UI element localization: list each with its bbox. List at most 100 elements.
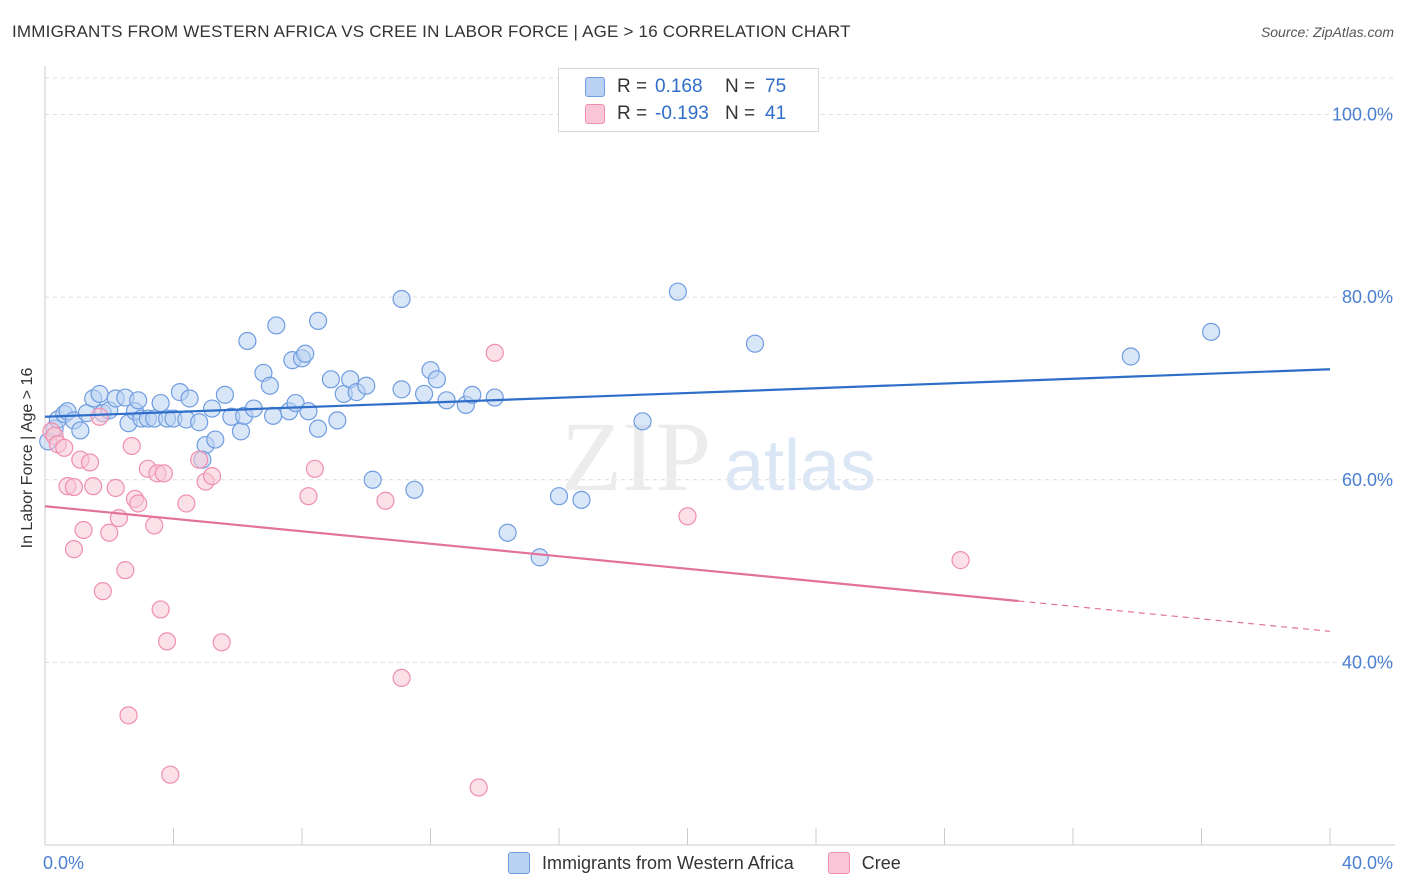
gridlines: [45, 77, 1395, 663]
trend-line-solid: [44, 368, 1331, 418]
data-point: [64, 477, 84, 497]
data-point: [129, 391, 148, 410]
legend-n-value: 75: [765, 76, 787, 97]
data-point: [84, 477, 103, 496]
data-point: [215, 385, 234, 404]
data-point: [363, 470, 382, 489]
stats-legend: R = 0.168 N = 75 R = -0.193 N = 41: [558, 68, 819, 132]
data-point: [74, 520, 93, 540]
data-point: [212, 633, 231, 652]
series-legend-label: Immigrants from Western Africa: [542, 852, 794, 873]
legend-row-cree: R = -0.193 N = 41: [585, 102, 786, 126]
data-point: [106, 478, 125, 498]
x-tick-labels: 0.0% 40.0%: [43, 853, 1393, 873]
watermark-atlas: atlas: [724, 426, 876, 506]
data-point: [80, 453, 100, 472]
data-point: [485, 343, 504, 362]
data-point: [90, 407, 109, 426]
data-point: [151, 393, 170, 413]
data-point: [206, 430, 225, 449]
x-tick-label-max: 40.0%: [1342, 853, 1393, 873]
data-point: [267, 316, 286, 335]
data-point: [308, 419, 328, 438]
legend-r-value: -0.193: [655, 103, 709, 124]
data-point: [116, 561, 135, 580]
data-point: [180, 389, 199, 408]
legend-n-value: 41: [765, 103, 787, 124]
legend-row-western-africa: R = 0.168 N = 75: [585, 75, 786, 99]
data-point: [161, 765, 180, 784]
data-point: [951, 551, 970, 570]
data-point: [357, 376, 376, 395]
data-point: [572, 490, 591, 509]
data-point: [498, 523, 517, 542]
data-point: [64, 540, 84, 559]
x-tick-label-min: 0.0%: [43, 853, 84, 873]
data-points: [39, 282, 1221, 797]
watermark: ZIP atlas: [561, 401, 876, 512]
data-point: [469, 778, 488, 797]
data-point: [305, 459, 324, 478]
data-point: [530, 548, 549, 567]
y-tick-labels: 40.0% 60.0% 80.0% 100.0%: [1332, 105, 1393, 673]
data-point: [202, 467, 222, 486]
data-point: [414, 384, 434, 404]
trend-lines: [44, 368, 1331, 632]
data-point: [427, 370, 447, 389]
data-point: [299, 402, 318, 421]
source-credit: Source: ZipAtlas.com: [1260, 24, 1394, 40]
data-point: [145, 516, 164, 535]
legend-r-value: 0.168: [655, 76, 703, 97]
data-point: [151, 600, 170, 619]
trend-line-dashed: [1018, 600, 1331, 632]
legend-swatch-pink: [585, 104, 605, 124]
data-point: [190, 450, 209, 469]
series-legend-item-cree: Cree: [827, 852, 901, 874]
series-legend-label: Cree: [861, 852, 901, 873]
data-point: [437, 391, 456, 410]
data-point: [463, 385, 482, 404]
legend-swatch-blue: [585, 77, 605, 97]
y-tick-label: 80.0%: [1342, 287, 1393, 307]
legend-n-label: N =: [725, 76, 756, 97]
data-point: [260, 376, 279, 395]
data-point: [100, 523, 119, 542]
data-point: [1121, 347, 1140, 366]
data-point: [668, 282, 687, 301]
data-point: [392, 380, 411, 399]
data-point: [328, 411, 347, 430]
series-swatch-blue: [508, 852, 530, 874]
data-point: [392, 668, 411, 688]
data-point: [190, 413, 209, 432]
data-point: [678, 507, 697, 526]
data-point: [485, 388, 504, 407]
legend-r-label: R =: [617, 76, 648, 97]
data-point: [71, 421, 90, 440]
legend-r-label: R =: [617, 103, 648, 124]
y-tick-label: 100.0%: [1332, 105, 1393, 125]
chart-title: IMMIGRANTS FROM WESTERN AFRICA VS CREE I…: [12, 22, 851, 41]
series-swatch-pink: [827, 852, 850, 874]
data-point: [238, 331, 257, 351]
series-points-cree: [42, 343, 970, 797]
data-point: [202, 399, 222, 418]
data-point: [308, 311, 328, 330]
data-point: [263, 406, 283, 425]
data-point: [376, 491, 395, 510]
data-point: [392, 289, 411, 309]
data-point: [549, 487, 569, 506]
data-point: [90, 384, 109, 404]
data-point: [231, 422, 251, 441]
data-point: [321, 370, 341, 389]
data-point: [122, 436, 141, 456]
data-point: [55, 438, 74, 457]
data-point: [296, 344, 315, 363]
series-legend-item-western-africa: Immigrants from Western Africa: [508, 852, 794, 874]
data-point: [177, 494, 196, 513]
y-tick-label: 40.0%: [1342, 652, 1393, 672]
y-tick-label: 60.0%: [1342, 470, 1393, 490]
data-point: [119, 706, 138, 725]
data-point: [129, 494, 148, 513]
data-point: [299, 487, 318, 506]
